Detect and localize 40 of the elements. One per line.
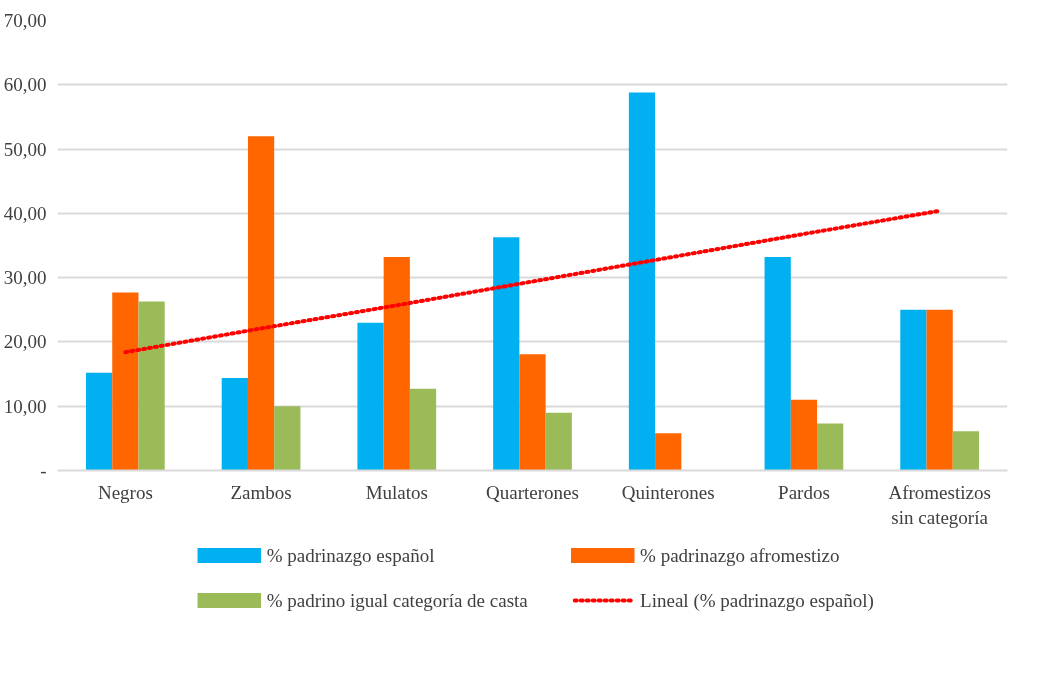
x-tick-label: Afromestizos sin categoría — [888, 481, 991, 528]
bar — [545, 412, 572, 471]
legend-label: Lineal (% padrinazgo español) — [640, 590, 874, 612]
line-series — [123, 208, 942, 355]
x-tick-label: Quinterones — [621, 481, 715, 503]
bar — [790, 399, 818, 471]
bar — [628, 92, 656, 471]
x-tick-label: Zambos — [230, 481, 292, 503]
bar — [274, 406, 301, 471]
y-tick-label: 20,00 — [3, 331, 47, 353]
x-tick-label: Pardos — [778, 481, 830, 503]
bar — [764, 257, 791, 471]
y-tick-label: 40,00 — [3, 202, 47, 224]
legend-label: % padrinazgo afromestizo — [640, 545, 840, 566]
y-tick-label: 30,00 — [3, 267, 47, 289]
bar — [519, 354, 546, 471]
bar — [493, 237, 520, 471]
y-tick-label: 10,00 — [3, 395, 47, 417]
bar — [952, 431, 979, 471]
bar — [86, 372, 113, 471]
bar — [112, 292, 139, 471]
bar — [817, 423, 844, 471]
x-tick-label: Mulatos — [365, 481, 428, 503]
bar — [247, 136, 275, 471]
x-tick-label: Quarterones — [486, 481, 579, 503]
bar — [357, 322, 384, 471]
legend-label: % padrino igual categoría de casta — [266, 590, 529, 611]
x-tick-label: Negros — [97, 481, 153, 503]
y-tick-label: 70,00 — [3, 10, 47, 31]
bar — [900, 309, 927, 471]
bar — [409, 388, 437, 471]
bar — [655, 433, 682, 471]
bar — [138, 301, 165, 471]
bar — [221, 377, 248, 471]
y-tick-label: 60,00 — [3, 74, 47, 96]
y-tick-label: 50,00 — [3, 138, 47, 160]
bar — [383, 257, 410, 471]
y-tick-label: - — [40, 460, 47, 481]
legend-label: % padrinazgo español — [266, 545, 435, 566]
bar — [926, 309, 953, 471]
